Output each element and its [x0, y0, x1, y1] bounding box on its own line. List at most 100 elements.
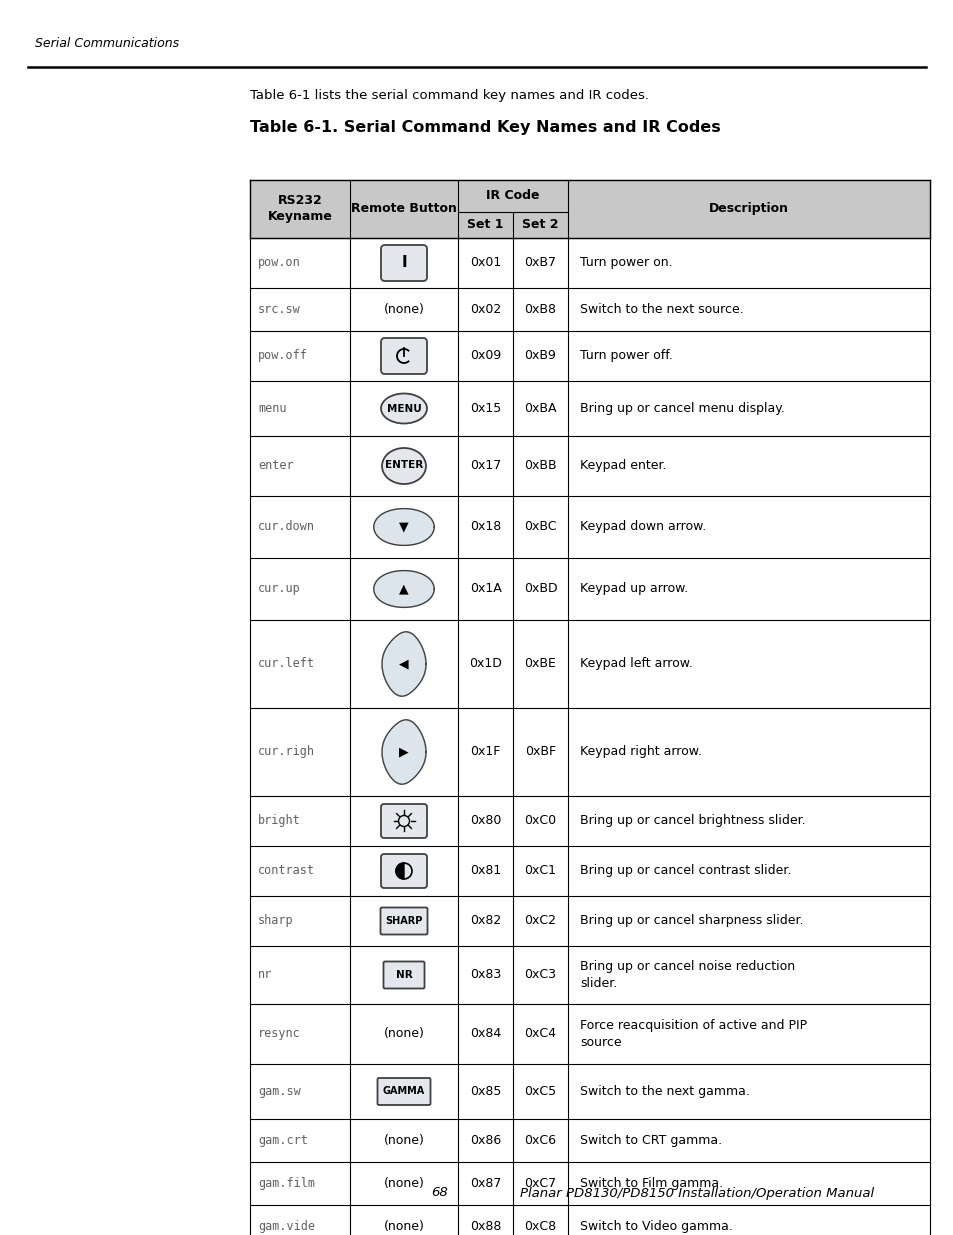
Polygon shape	[250, 1162, 929, 1205]
Text: Remote Button: Remote Button	[351, 203, 456, 215]
Polygon shape	[250, 288, 929, 331]
Text: Switch to Video gamma.: Switch to Video gamma.	[579, 1220, 732, 1233]
Polygon shape	[374, 571, 434, 608]
Text: Set 1: Set 1	[467, 219, 503, 231]
Text: 0x1A: 0x1A	[469, 583, 501, 595]
Text: Bring up or cancel sharpness slider.: Bring up or cancel sharpness slider.	[579, 914, 802, 927]
Text: 0x17: 0x17	[470, 459, 500, 473]
FancyBboxPatch shape	[380, 853, 427, 888]
Text: ◀: ◀	[398, 657, 409, 671]
Text: 0xC2: 0xC2	[524, 914, 556, 927]
FancyBboxPatch shape	[380, 908, 427, 935]
Polygon shape	[250, 708, 929, 797]
Polygon shape	[250, 1119, 929, 1162]
Text: 0x81: 0x81	[470, 864, 500, 878]
Text: pow.off: pow.off	[257, 350, 308, 363]
Text: 0xC6: 0xC6	[524, 1134, 556, 1147]
Text: 0xBE: 0xBE	[524, 657, 556, 671]
Text: pow.on: pow.on	[257, 257, 300, 269]
Text: 0x01: 0x01	[470, 257, 500, 269]
Polygon shape	[374, 509, 434, 546]
Text: 0xC3: 0xC3	[524, 968, 556, 982]
Text: 0xC1: 0xC1	[524, 864, 556, 878]
Polygon shape	[250, 382, 929, 436]
Text: 0x80: 0x80	[469, 815, 500, 827]
Text: 0xC5: 0xC5	[524, 1086, 556, 1098]
Text: 0xC4: 0xC4	[524, 1028, 556, 1041]
Text: src.sw: src.sw	[257, 303, 300, 316]
Text: sharp: sharp	[257, 914, 294, 927]
Text: 0xC7: 0xC7	[524, 1177, 556, 1191]
Text: ▲: ▲	[398, 583, 409, 595]
Text: Table 6-1 lists the serial command key names and IR codes.: Table 6-1 lists the serial command key n…	[250, 89, 648, 103]
Text: 0x1F: 0x1F	[470, 746, 500, 758]
Text: (none): (none)	[383, 1134, 424, 1147]
FancyBboxPatch shape	[380, 245, 427, 282]
Text: I: I	[401, 256, 406, 270]
Text: 0xB7: 0xB7	[524, 257, 556, 269]
Text: (none): (none)	[383, 1177, 424, 1191]
Text: NR: NR	[395, 969, 412, 981]
Text: Keypad left arrow.: Keypad left arrow.	[579, 657, 692, 671]
Text: 0x84: 0x84	[470, 1028, 500, 1041]
Polygon shape	[250, 331, 929, 382]
Text: Set 2: Set 2	[521, 219, 558, 231]
Text: 0x82: 0x82	[470, 914, 500, 927]
Text: Bring up or cancel contrast slider.: Bring up or cancel contrast slider.	[579, 864, 791, 878]
Text: cur.up: cur.up	[257, 583, 300, 595]
Text: MENU: MENU	[386, 404, 421, 414]
Text: Keypad up arrow.: Keypad up arrow.	[579, 583, 687, 595]
Text: contrast: contrast	[257, 864, 314, 878]
Text: 0xBA: 0xBA	[524, 403, 557, 415]
Text: ▼: ▼	[398, 520, 409, 534]
Text: Table 6-1. Serial Command Key Names and IR Codes: Table 6-1. Serial Command Key Names and …	[250, 120, 720, 135]
Ellipse shape	[381, 448, 426, 484]
Text: 0xB9: 0xB9	[524, 350, 556, 363]
Polygon shape	[395, 863, 403, 879]
Polygon shape	[250, 496, 929, 558]
Text: Description: Description	[708, 203, 788, 215]
Text: gam.vide: gam.vide	[257, 1220, 314, 1233]
Text: bright: bright	[257, 815, 300, 827]
Text: Switch to Film gamma.: Switch to Film gamma.	[579, 1177, 722, 1191]
Polygon shape	[381, 632, 426, 697]
Text: SHARP: SHARP	[385, 916, 422, 926]
Text: RS232
Keyname: RS232 Keyname	[267, 194, 332, 224]
Text: (none): (none)	[383, 1220, 424, 1233]
Text: Keypad right arrow.: Keypad right arrow.	[579, 746, 701, 758]
Polygon shape	[250, 620, 929, 708]
Text: Turn power off.: Turn power off.	[579, 350, 672, 363]
Text: ▶: ▶	[398, 746, 409, 758]
Text: 0x02: 0x02	[470, 303, 500, 316]
Text: menu: menu	[257, 403, 286, 415]
Text: IR Code: IR Code	[486, 189, 539, 203]
Text: Switch to the next gamma.: Switch to the next gamma.	[579, 1086, 749, 1098]
Text: Serial Communications: Serial Communications	[35, 37, 179, 49]
Text: Bring up or cancel brightness slider.: Bring up or cancel brightness slider.	[579, 815, 804, 827]
Polygon shape	[250, 797, 929, 846]
Text: Turn power on.: Turn power on.	[579, 257, 672, 269]
Polygon shape	[381, 720, 426, 784]
Polygon shape	[250, 558, 929, 620]
Text: ENTER: ENTER	[384, 459, 423, 471]
Text: 0x15: 0x15	[470, 403, 500, 415]
Text: 0x1D: 0x1D	[469, 657, 501, 671]
Text: Bring up or cancel noise reduction
slider.: Bring up or cancel noise reduction slide…	[579, 960, 794, 990]
Text: Force reacquisition of active and PIP
source: Force reacquisition of active and PIP so…	[579, 1019, 806, 1049]
Polygon shape	[250, 846, 929, 897]
Text: nr: nr	[257, 968, 272, 982]
Text: 0xBF: 0xBF	[524, 746, 556, 758]
Text: Keypad enter.: Keypad enter.	[579, 459, 666, 473]
Text: 0x88: 0x88	[469, 1220, 500, 1233]
Polygon shape	[250, 1205, 929, 1235]
FancyBboxPatch shape	[383, 962, 424, 988]
Text: resync: resync	[257, 1028, 300, 1041]
Text: 0xBD: 0xBD	[523, 583, 557, 595]
Text: 0x83: 0x83	[470, 968, 500, 982]
Polygon shape	[250, 1004, 929, 1065]
Text: 0xB8: 0xB8	[524, 303, 556, 316]
Polygon shape	[250, 436, 929, 496]
Text: cur.righ: cur.righ	[257, 746, 314, 758]
Text: 0x85: 0x85	[469, 1086, 500, 1098]
Text: gam.crt: gam.crt	[257, 1134, 308, 1147]
